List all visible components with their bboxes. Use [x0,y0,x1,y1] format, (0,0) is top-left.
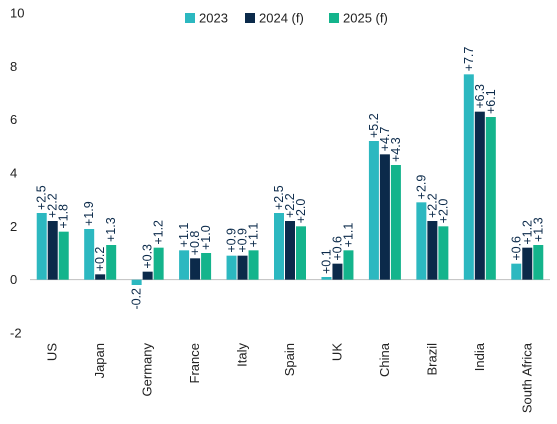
data-label: +6.3 [473,84,487,109]
bar [237,255,248,280]
bar [95,274,106,280]
data-label: +1.1 [247,223,261,248]
bar [296,226,306,280]
bar [511,263,522,280]
data-label: +2.2 [425,193,439,218]
bar [427,221,438,280]
x-category-label: Brazil [424,343,439,376]
data-label: +1.3 [531,217,545,242]
bar [533,245,544,280]
legend-label: 2024 (f) [259,11,304,26]
bar [416,202,427,280]
data-label: +6.1 [484,89,498,114]
bar [438,226,449,280]
bar [390,165,401,280]
data-label: +2.9 [414,175,428,200]
data-label: +2.5 [35,185,49,210]
data-label: +1.9 [82,201,96,226]
x-category-label: US [45,343,60,361]
legend-label: 2025 (f) [343,11,388,26]
y-tick-label: 0 [10,272,17,287]
bar [522,247,533,280]
bar [131,279,142,285]
x-category-label: Spain [282,343,297,376]
y-tick-label: 8 [10,59,17,74]
data-label: +1.2 [152,220,166,245]
bar [343,250,354,280]
data-label: +5.2 [367,113,381,138]
data-labels: +2.5+2.2+1.8 +1.9+0.2+1.3-0.2+0.3+1.2 +1.1… [35,47,546,310]
data-label: +2.0 [436,199,450,224]
data-label: +1.3 [104,217,118,242]
bar [379,154,390,280]
data-label: +0.9 [236,228,250,253]
x-category-label: South Africa [519,342,534,413]
data-label: -0.2 [130,288,144,310]
legend-label: 2023 [199,11,228,26]
x-category-label: India [472,342,487,371]
x-category-label: China [377,342,392,377]
legend-swatch [245,13,255,23]
x-category-label: UK [329,343,344,361]
data-label: +2.5 [272,185,286,210]
data-label: +1.0 [199,225,213,250]
data-label: +1.2 [520,220,534,245]
bar [201,253,212,280]
bar [179,250,190,280]
bar [274,213,284,280]
data-label: +1.8 [57,204,71,229]
data-label: +0.2 [93,247,107,272]
bar [153,247,164,280]
bar [332,263,343,280]
x-category-label: Japan [92,343,107,378]
data-label: +0.3 [141,244,155,269]
bar [463,74,474,280]
bar [142,271,153,280]
bar [474,111,485,280]
y-tick-label: 6 [10,112,17,127]
bar [368,141,379,280]
data-label: +0.6 [509,236,523,261]
x-category-label: Germany [140,343,155,397]
bar [285,221,295,280]
data-label: +7.7 [462,47,476,72]
legend: 2023 2024 (f) 2025 (f) [185,11,388,26]
data-label: +0.1 [319,249,333,274]
bar [58,231,69,280]
data-label: +4.3 [389,137,403,162]
data-label: +0.6 [330,236,344,261]
y-tick-label: -2 [10,326,22,341]
data-label: +1.1 [341,223,355,248]
bar [226,255,237,280]
y-tick-label: 10 [10,6,24,21]
bar [47,221,58,280]
data-label: +2.0 [294,199,308,224]
data-label: +0.9 [225,228,239,253]
bars [36,74,544,285]
bar [84,229,95,280]
data-label: +2.2 [283,193,297,218]
data-label: +0.8 [188,231,202,256]
bar [106,245,117,280]
data-label: +4.7 [378,127,392,152]
bar [321,277,332,280]
data-label: +2.2 [46,193,60,218]
y-axis: -2 0 2 4 6 8 10 [10,6,24,341]
data-label: +1.1 [177,223,191,248]
legend-swatch [185,13,195,23]
x-category-label: Italy [235,343,250,367]
bar [248,250,259,280]
x-category-label: France [187,343,202,383]
bar [36,213,47,280]
y-tick-label: 2 [10,219,17,234]
x-axis: US Japan Germany France Italy Spain UK China Bra… [45,342,535,413]
bar [190,258,201,280]
legend-swatch [329,13,339,23]
bar [485,117,496,280]
y-tick-label: 4 [10,166,17,181]
